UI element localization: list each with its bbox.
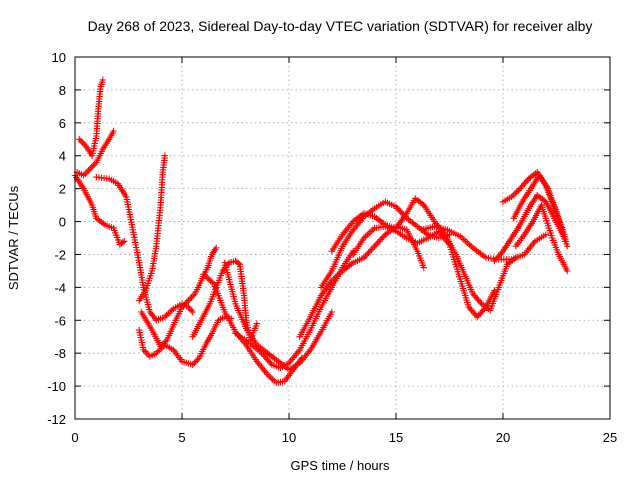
series-sat-g [138, 244, 220, 350]
x-tick-label: 25 [603, 430, 617, 445]
x-tick-label: 5 [178, 430, 185, 445]
x-tick-label: 0 [71, 430, 78, 445]
y-tick-label: 2 [59, 182, 66, 197]
series-sat-c [76, 76, 106, 159]
data-series [71, 76, 571, 386]
series-line [96, 176, 194, 322]
x-tick-label: 20 [496, 430, 510, 445]
series-sat-s [512, 201, 571, 275]
plus-markers [491, 192, 567, 265]
chart-title: Day 268 of 2023, Sidereal Day-to-day VTE… [88, 18, 593, 34]
x-axis-label: GPS time / hours [291, 458, 390, 473]
plus-markers [76, 76, 106, 159]
plus-markers [350, 223, 498, 321]
plus-markers [232, 248, 357, 372]
plus-markers [296, 223, 427, 340]
y-tick-label: 0 [59, 215, 66, 230]
plus-markers [136, 313, 235, 368]
y-tick-label: 6 [59, 116, 66, 131]
series-sat-o [350, 223, 498, 321]
series-sat-b [73, 127, 117, 179]
y-tick-label: -12 [47, 412, 66, 427]
x-tick-label: 10 [282, 430, 296, 445]
series-sat-a [71, 172, 128, 248]
series-sat-m [317, 198, 453, 291]
axis-ticks: 0 5 10 15 20 25 -12 -10 -8 -6 -4 -2 0 2 4 6 8 10 [47, 50, 617, 445]
y-tick-label: -6 [54, 313, 66, 328]
series-sat-p [418, 223, 549, 263]
series-sat-f [136, 313, 235, 368]
y-tick-label: -10 [47, 379, 66, 394]
plus-markers [138, 244, 220, 350]
plus-markers [510, 172, 569, 245]
series-sat-l [296, 223, 427, 340]
series-sat-e [136, 152, 169, 304]
y-tick-label: -4 [54, 280, 66, 295]
series-sat-q [491, 192, 567, 265]
plus-markers [73, 127, 117, 179]
x-tick-label: 15 [389, 430, 403, 445]
y-tick-label: -8 [54, 346, 66, 361]
y-axis-label: SDTVAR / TECUs [6, 185, 21, 290]
plus-markers [418, 223, 549, 263]
series-sat-d [93, 173, 196, 324]
y-tick-label: 10 [52, 50, 66, 65]
plot-frame [74, 56, 611, 420]
plus-markers [512, 201, 571, 275]
series-sat-k [232, 248, 357, 372]
series-sat-j [221, 259, 335, 373]
y-tick-label: 8 [59, 83, 66, 98]
plus-markers [136, 152, 169, 304]
y-tick-label: 4 [59, 149, 66, 164]
y-tick-label: -2 [54, 247, 66, 262]
plus-markers [93, 173, 196, 324]
series-sat-t [510, 172, 569, 245]
plus-markers [221, 259, 335, 373]
